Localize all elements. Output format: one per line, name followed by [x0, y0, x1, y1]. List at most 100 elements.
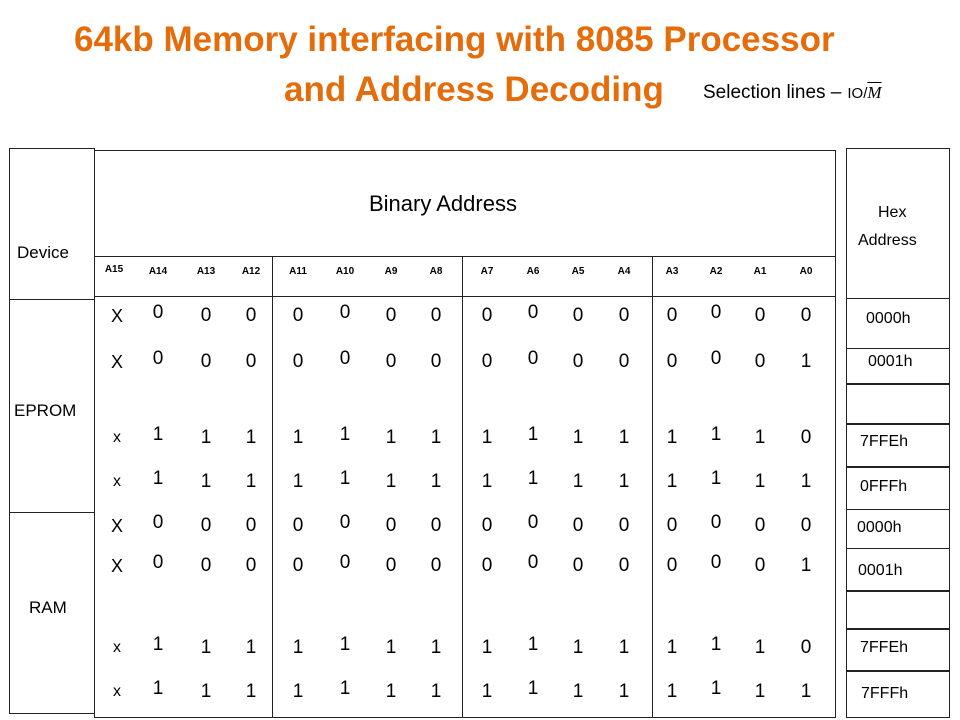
bit-ram-r0-a15: X: [110, 516, 124, 536]
bit-eprom-r3-a15: x: [113, 473, 121, 490]
bit-ram-r1-a6: 0: [527, 552, 539, 573]
hex-eprom-r2: 7FFEh: [860, 433, 909, 450]
hex-eprom-r0: 0000h: [866, 310, 911, 327]
bit-eprom-r0-a5: 0: [572, 305, 584, 326]
bit-ram-r1-a14: 0: [152, 552, 164, 573]
bit-ram-r0-a3: 0: [666, 515, 678, 536]
bit-ram-r3-a5: 1: [572, 681, 584, 702]
hex-cell-border: [846, 384, 950, 424]
hex-ram-r2: 7FFEh: [860, 639, 909, 656]
bit-eprom-r2-a2: 1: [710, 424, 722, 445]
bit-eprom-r0-a8: 0: [430, 305, 442, 326]
bit-ram-r0-a7: 0: [481, 515, 493, 536]
bit-eprom-r3-a14: 1: [152, 468, 164, 489]
address-line-a10: A10: [335, 266, 355, 277]
bit-eprom-r2-a9: 1: [385, 427, 397, 448]
bit-eprom-r1-a11: 0: [292, 351, 304, 372]
bit-eprom-r3-a8: 1: [430, 471, 442, 492]
bit-ram-r2-a9: 1: [385, 637, 397, 658]
address-line-a9: A9: [384, 266, 398, 277]
bit-eprom-r1-a5: 0: [572, 351, 584, 372]
bit-ram-r1-a13: 0: [200, 555, 212, 576]
hex-ram-r3: 7FFFh: [861, 685, 909, 702]
bit-ram-r1-a9: 0: [385, 555, 397, 576]
binary-address-header: Binary Address: [369, 191, 517, 216]
device-column: [9, 148, 95, 714]
bit-ram-r1-a4: 0: [618, 555, 630, 576]
bit-ram-r1-a1: 0: [754, 555, 766, 576]
nibble-divider-1: [272, 256, 273, 718]
bit-eprom-r2-a4: 1: [618, 427, 630, 448]
bit-ram-r0-a11: 0: [292, 515, 304, 536]
bit-eprom-r0-a2: 0: [710, 302, 722, 323]
bit-eprom-r2-a7: 1: [481, 427, 493, 448]
bit-ram-r3-a11: 1: [292, 681, 304, 702]
bit-eprom-r2-a6: 1: [527, 424, 539, 445]
bit-eprom-r0-a11: 0: [292, 305, 304, 326]
bit-eprom-r2-a13: 1: [200, 427, 212, 448]
bit-ram-r1-a11: 0: [292, 555, 304, 576]
bit-eprom-r1-a8: 0: [430, 351, 442, 372]
nibble-divider-2: [462, 256, 463, 718]
bit-ram-r3-a8: 1: [430, 681, 442, 702]
bit-eprom-r1-a4: 0: [618, 351, 630, 372]
bit-ram-r2-a6: 1: [527, 634, 539, 655]
bit-eprom-r3-a11: 1: [292, 471, 304, 492]
bit-eprom-r2-a3: 1: [666, 427, 678, 448]
page-subtitle: and Address Decoding: [284, 70, 664, 109]
bit-ram-r0-a8: 0: [430, 515, 442, 536]
bit-ram-r1-a2: 0: [710, 552, 722, 573]
address-line-a1: A1: [753, 266, 767, 277]
bit-eprom-r3-a5: 1: [572, 471, 584, 492]
address-line-a11: A11: [289, 266, 307, 277]
bit-eprom-r3-a4: 1: [618, 471, 630, 492]
bit-ram-r0-a6: 0: [527, 512, 539, 533]
bit-ram-r3-a9: 1: [385, 681, 397, 702]
bit-eprom-r1-a15: X: [110, 352, 124, 372]
address-line-a15: A15: [104, 264, 124, 275]
device-ram-label: RAM: [29, 598, 67, 617]
bit-ram-r0-a1: 0: [754, 515, 766, 536]
bit-ram-r3-a3: 1: [666, 681, 678, 702]
bit-ram-r2-a2: 1: [710, 634, 722, 655]
bit-eprom-r2-a10: 1: [339, 424, 351, 445]
bit-eprom-r3-a0: 1: [800, 471, 812, 492]
bit-ram-r2-a7: 1: [481, 637, 493, 658]
bit-eprom-r0-a7: 0: [481, 305, 493, 326]
bit-eprom-r0-a4: 0: [618, 305, 630, 326]
bit-eprom-r0-a0: 0: [800, 305, 812, 326]
bit-ram-r0-a13: 0: [200, 515, 212, 536]
binary-header-divider: [94, 256, 836, 257]
hex-eprom-r1: 0001h: [868, 353, 913, 370]
bit-eprom-r3-a10: 1: [339, 468, 351, 489]
hex-header-line1: Hex: [878, 204, 907, 221]
bit-ram-r1-a0: 1: [800, 555, 812, 576]
hex-header-line2: Address: [858, 232, 917, 249]
bit-eprom-r2-a11: 1: [292, 427, 304, 448]
selection-lines: Selection lines – IO/M: [703, 82, 882, 104]
bit-ram-r1-a10: 0: [339, 552, 351, 573]
bit-eprom-r2-a14: 1: [152, 424, 164, 445]
bit-eprom-r0-a15: X: [110, 306, 124, 326]
bit-eprom-r1-a2: 0: [710, 348, 722, 369]
bit-eprom-r0-a12: 0: [245, 305, 257, 326]
address-line-a2: A2: [709, 266, 723, 277]
address-line-a7: A7: [480, 266, 494, 277]
bit-eprom-r2-a1: 1: [754, 427, 766, 448]
hex-cell-border: [846, 348, 950, 384]
hex-cell-border: [846, 671, 950, 718]
bit-ram-r2-a10: 1: [339, 634, 351, 655]
bit-ram-r3-a7: 1: [481, 681, 493, 702]
bit-eprom-r0-a9: 0: [385, 305, 397, 326]
bit-eprom-r3-a13: 1: [200, 471, 212, 492]
address-line-a5: A5: [571, 266, 585, 277]
hex-ram-r0: 0000h: [857, 519, 902, 536]
bit-eprom-r3-a3: 1: [666, 471, 678, 492]
bit-ram-r2-a8: 1: [430, 637, 442, 658]
selection-label: Selection lines –: [703, 82, 842, 103]
bit-ram-r3-a0: 1: [800, 681, 812, 702]
bit-ram-r0-a9: 0: [385, 515, 397, 536]
address-line-a4: A4: [617, 266, 631, 277]
bit-ram-r2-a11: 1: [292, 637, 304, 658]
bit-ram-r0-a0: 0: [800, 515, 812, 536]
